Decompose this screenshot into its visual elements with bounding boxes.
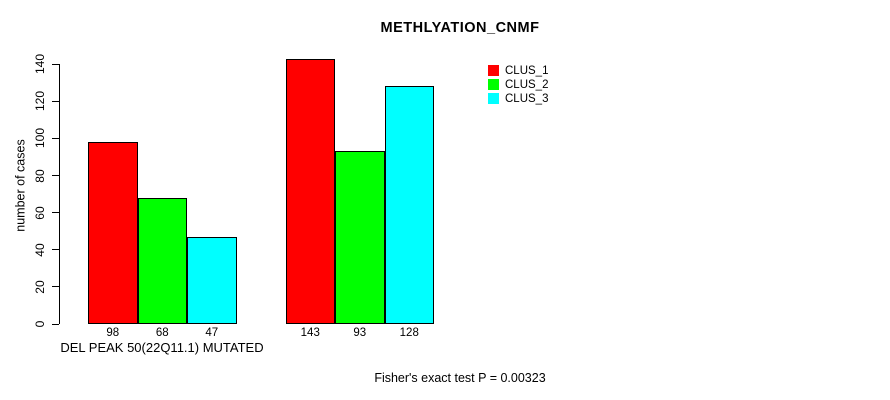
y-tick-mark: [52, 249, 59, 251]
y-axis-label: number of cases: [13, 138, 28, 232]
bar-value-label: 47: [205, 327, 219, 339]
legend-label: CLUS_2: [505, 78, 549, 91]
bar-clus_2-group2: [335, 151, 385, 324]
y-tick-label: 120: [33, 91, 47, 112]
legend-label: CLUS_3: [505, 92, 549, 105]
bar-value-label: 98: [106, 327, 120, 339]
fisher-test-annotation: Fisher's exact test P = 0.00323: [374, 371, 546, 385]
legend-swatch-clus_2: [488, 79, 499, 90]
bar-clus_2-group1: [137, 197, 187, 324]
bar-clus_1-group2: [285, 58, 335, 324]
y-tick-label: 20: [33, 280, 47, 294]
y-tick-mark: [52, 63, 59, 65]
legend-swatch-clus_3: [488, 93, 499, 104]
y-tick-mark: [52, 100, 59, 102]
y-tick-mark: [52, 286, 59, 288]
bar-value-label: 143: [300, 327, 320, 339]
y-axis-line: [59, 64, 60, 324]
y-tick-label: 100: [33, 128, 47, 149]
bar-value-label: 128: [399, 327, 419, 339]
y-tick-mark: [52, 212, 59, 214]
y-tick-label: 0: [33, 320, 47, 328]
bar-clus_3-group2: [384, 86, 434, 324]
legend-swatch-clus_1: [488, 65, 499, 76]
bar-value-label: 93: [353, 327, 367, 339]
y-tick-mark: [52, 175, 59, 177]
y-tick-mark: [52, 137, 59, 139]
y-tick-label: 140: [33, 54, 47, 75]
bar-clus_3-group1: [187, 236, 237, 324]
y-tick-label: 40: [33, 243, 47, 257]
bar-value-label: 68: [155, 327, 169, 339]
bar-clus_1-group1: [88, 142, 138, 324]
chart-title: METHLYATION_CNMF: [380, 20, 540, 36]
y-tick-label: 60: [33, 205, 47, 220]
group-label: DEL PEAK 50(22Q11.1) MUTATED: [60, 340, 264, 355]
y-tick-mark: [52, 323, 59, 325]
legend-label: CLUS_1: [505, 64, 549, 77]
y-tick-label: 80: [33, 168, 47, 183]
